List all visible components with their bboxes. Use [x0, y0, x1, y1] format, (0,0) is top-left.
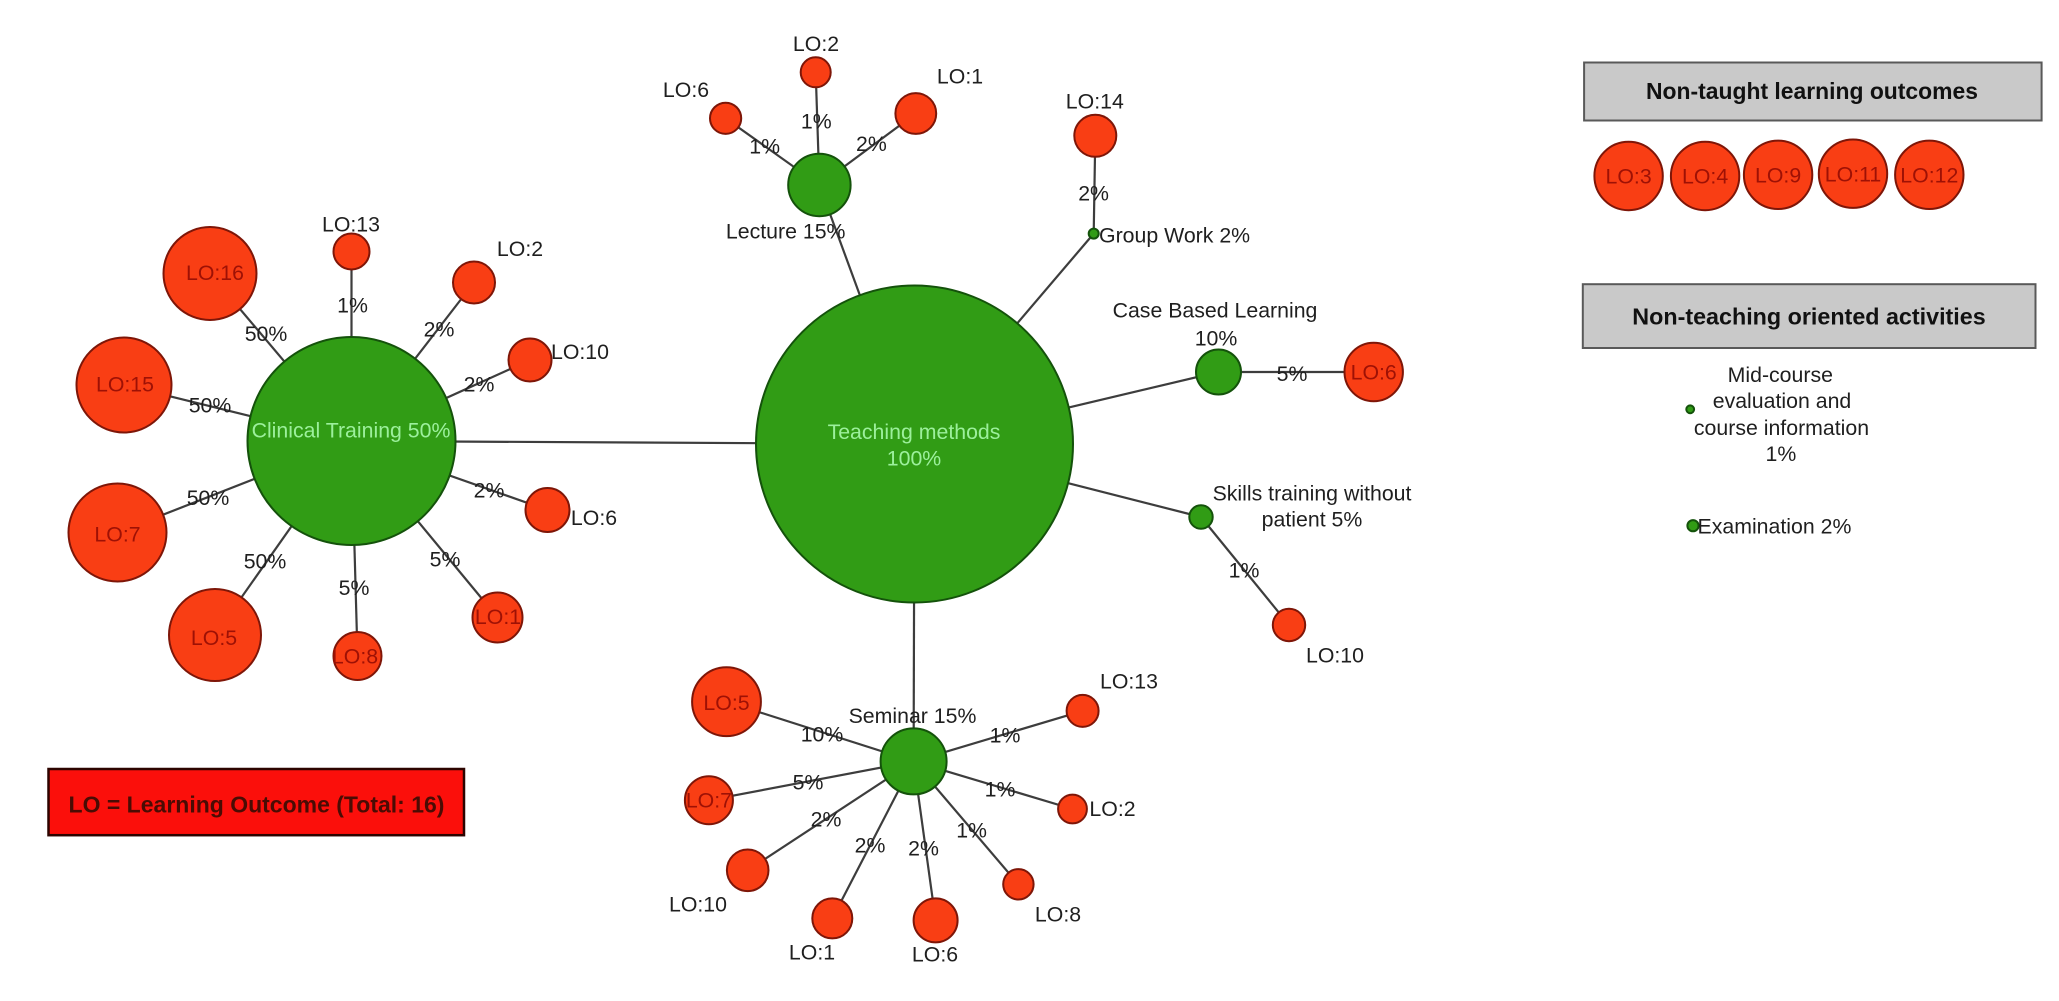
svg-text:1%: 1% [1766, 442, 1797, 466]
svg-text:100%: 100% [887, 446, 942, 470]
svg-text:Lecture 15%: Lecture 15% [726, 220, 846, 244]
svg-text:LO:10: LO:10 [669, 893, 727, 917]
svg-text:LO:1: LO:1 [475, 605, 521, 629]
svg-text:LO:1: LO:1 [789, 941, 835, 965]
svg-text:50%: 50% [245, 322, 288, 346]
svg-text:course information: course information [1694, 416, 1869, 440]
svg-text:LO:7: LO:7 [686, 789, 732, 813]
svg-text:2%: 2% [855, 834, 886, 858]
svg-text:LO:8: LO:8 [1035, 903, 1081, 927]
svg-text:LO:16: LO:16 [186, 261, 244, 285]
svg-text:LO:6: LO:6 [571, 506, 617, 530]
svg-text:LO:3: LO:3 [1606, 165, 1652, 189]
svg-text:1%: 1% [990, 724, 1021, 748]
svg-text:LO:1: LO:1 [937, 65, 983, 89]
svg-text:50%: 50% [244, 550, 287, 574]
svg-text:LO:13: LO:13 [1100, 670, 1158, 694]
svg-text:Teaching methods: Teaching methods [828, 420, 1001, 444]
svg-text:Examination 2%: Examination 2% [1698, 515, 1852, 539]
svg-text:LO:14: LO:14 [1066, 89, 1124, 113]
svg-text:10%: 10% [1195, 327, 1238, 351]
svg-text:2%: 2% [464, 373, 495, 397]
svg-text:2%: 2% [474, 479, 505, 503]
svg-text:LO:4: LO:4 [1682, 165, 1728, 189]
svg-text:5%: 5% [430, 548, 461, 572]
svg-text:LO:11: LO:11 [1825, 162, 1881, 186]
svg-text:Case Based Learning: Case Based Learning [1113, 299, 1318, 323]
svg-text:LO:6: LO:6 [912, 943, 958, 967]
svg-text:LO:10: LO:10 [551, 340, 609, 364]
svg-text:1%: 1% [985, 778, 1016, 802]
svg-text:50%: 50% [189, 394, 232, 418]
svg-text:Skills training without: Skills training without [1213, 482, 1412, 506]
svg-text:LO:15: LO:15 [96, 373, 154, 397]
svg-text:LO:8: LO:8 [332, 645, 378, 669]
svg-text:1%: 1% [956, 819, 987, 843]
svg-text:1%: 1% [337, 294, 368, 318]
svg-text:LO:2: LO:2 [497, 237, 543, 261]
svg-text:5%: 5% [1277, 362, 1308, 386]
svg-text:2%: 2% [856, 132, 887, 156]
svg-text:Seminar 15%: Seminar 15% [849, 704, 977, 728]
svg-text:evaluation and: evaluation and [1713, 389, 1852, 413]
svg-text:Non-teaching oriented activiti: Non-teaching oriented activities [1632, 304, 1985, 330]
svg-text:LO:6: LO:6 [663, 78, 709, 102]
svg-text:LO:2: LO:2 [793, 32, 839, 56]
svg-text:10%: 10% [801, 723, 844, 747]
svg-text:50%: 50% [187, 486, 230, 510]
svg-text:LO:9: LO:9 [1755, 163, 1801, 187]
svg-text:LO = Learning Outcome (Total:: LO = Learning Outcome (Total: 16) [69, 792, 445, 818]
svg-text:2%: 2% [811, 808, 842, 832]
svg-text:LO:13: LO:13 [322, 213, 380, 237]
svg-text:LO:2: LO:2 [1089, 797, 1135, 821]
svg-text:Non-taught learning outcomes: Non-taught learning outcomes [1646, 78, 1978, 104]
svg-text:5%: 5% [339, 576, 370, 600]
svg-text:LO:12: LO:12 [1900, 163, 1958, 187]
svg-text:LO:5: LO:5 [191, 626, 237, 650]
svg-text:1%: 1% [1229, 559, 1260, 583]
svg-text:1%: 1% [801, 109, 832, 133]
svg-text:1%: 1% [749, 135, 780, 159]
svg-text:2%: 2% [1078, 182, 1109, 206]
svg-text:LO:10: LO:10 [1306, 644, 1364, 668]
svg-text:Clinical Training 50%: Clinical Training 50% [252, 419, 451, 443]
svg-text:Group Work 2%: Group Work 2% [1099, 223, 1250, 247]
svg-text:5%: 5% [793, 771, 824, 795]
svg-text:LO:6: LO:6 [1351, 361, 1397, 385]
svg-text:patient 5%: patient 5% [1262, 508, 1363, 532]
svg-text:Mid-course: Mid-course [1728, 363, 1833, 387]
svg-text:LO:7: LO:7 [94, 523, 140, 547]
svg-text:LO:5: LO:5 [703, 691, 749, 715]
svg-text:2%: 2% [424, 318, 455, 342]
svg-text:2%: 2% [908, 837, 939, 861]
